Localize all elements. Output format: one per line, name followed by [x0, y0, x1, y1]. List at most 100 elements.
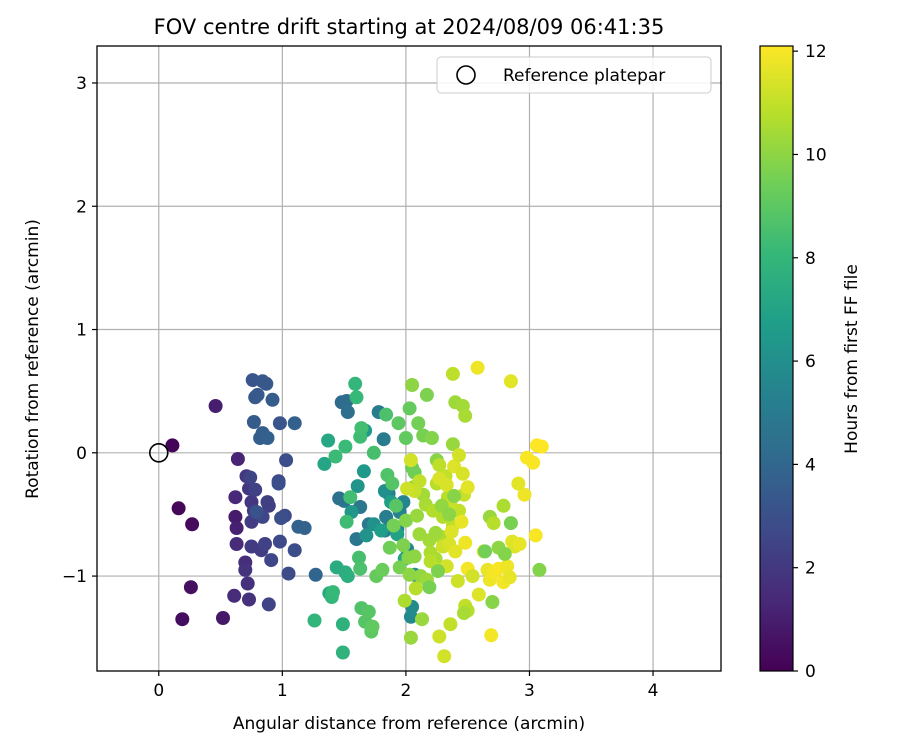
- data-point: [392, 560, 407, 575]
- data-point: [389, 498, 403, 513]
- data-points: [165, 360, 549, 664]
- data-point: [419, 387, 434, 402]
- data-point: [348, 376, 363, 391]
- x-axis-label: Angular distance from reference (arcmin): [233, 714, 585, 734]
- colorbar-tick-label: 0: [805, 662, 816, 682]
- data-point: [261, 498, 276, 513]
- x-tick-label: 1: [277, 681, 288, 701]
- data-point: [411, 416, 426, 431]
- data-point: [496, 498, 511, 513]
- data-point: [343, 490, 358, 505]
- data-point: [512, 537, 527, 551]
- data-point: [307, 613, 322, 628]
- data-point: [242, 592, 256, 607]
- data-point: [183, 580, 198, 595]
- data-point: [365, 619, 380, 634]
- data-point: [500, 559, 515, 574]
- data-point: [457, 606, 471, 621]
- data-point: [328, 449, 343, 464]
- data-point: [402, 567, 417, 582]
- data-point: [227, 588, 242, 603]
- data-point: [458, 535, 473, 550]
- data-point: [335, 645, 350, 660]
- plot-frame: [96, 45, 722, 672]
- plot-background: [97, 46, 721, 671]
- data-point: [338, 439, 353, 454]
- data-point: [400, 481, 415, 496]
- data-point: [534, 439, 549, 454]
- data-point: [246, 415, 261, 429]
- data-point: [375, 562, 390, 577]
- data-point: [532, 562, 547, 577]
- y-tick-label: 1: [76, 321, 87, 341]
- data-point: [486, 516, 501, 531]
- data-point: [450, 574, 465, 588]
- data-point: [308, 567, 323, 582]
- data-point: [502, 570, 517, 585]
- data-point: [228, 509, 243, 524]
- data-point: [452, 448, 466, 463]
- data-point: [478, 544, 492, 559]
- data-point: [340, 405, 355, 420]
- data-point: [249, 505, 264, 519]
- y-axis-label: Rotation from reference (arcmin): [23, 219, 43, 499]
- data-point: [228, 490, 243, 505]
- legend: Reference platepar: [436, 56, 712, 94]
- data-point: [382, 540, 397, 555]
- data-point: [243, 470, 258, 485]
- data-point: [317, 456, 332, 471]
- data-point: [376, 432, 391, 447]
- data-point: [455, 466, 470, 481]
- reference-platepar-marker: [148, 443, 169, 463]
- data-point: [397, 593, 412, 608]
- data-point: [248, 482, 263, 497]
- colorbar-tick-label: 10: [805, 145, 827, 165]
- data-point: [458, 408, 473, 423]
- data-point: [165, 438, 180, 453]
- data-point: [485, 595, 500, 609]
- data-point: [410, 508, 424, 523]
- legend-box: [436, 56, 712, 94]
- x-axis-ticks: 0 1 2 3 4: [153, 671, 658, 701]
- data-point: [265, 392, 280, 407]
- data-point: [281, 566, 296, 581]
- x-tick-label: 0: [153, 681, 164, 701]
- data-point: [171, 501, 186, 516]
- data-point: [238, 562, 253, 577]
- data-point: [460, 480, 475, 495]
- data-point: [447, 489, 462, 503]
- data-point: [287, 543, 302, 558]
- data-point: [448, 544, 463, 559]
- data-point: [511, 476, 526, 491]
- data-point: [445, 437, 460, 452]
- data-point: [261, 597, 276, 612]
- data-point: [379, 407, 394, 422]
- data-point: [326, 585, 340, 600]
- data-point: [497, 546, 512, 561]
- data-point: [454, 514, 469, 529]
- data-point: [526, 455, 541, 470]
- chart-title: FOV centre drift starting at 2024/08/09 …: [154, 15, 665, 39]
- colorbar-tick-label: 8: [805, 249, 816, 269]
- data-point: [428, 525, 443, 540]
- data-point: [405, 378, 420, 392]
- data-point: [437, 649, 452, 664]
- data-point: [470, 360, 485, 375]
- data-point: [340, 569, 355, 584]
- data-point: [443, 617, 458, 632]
- data-point: [354, 421, 369, 436]
- data-point: [352, 550, 366, 565]
- colorbar-tick-label: 4: [805, 455, 816, 475]
- data-point: [386, 518, 401, 533]
- colorbar-tick-label: 6: [805, 352, 816, 372]
- x-tick-label: 2: [400, 681, 411, 701]
- data-point: [431, 564, 445, 579]
- colorbar: [759, 45, 794, 672]
- y-axis-ticks: −1 0 1 2 3: [62, 74, 97, 587]
- y-tick-label: −1: [62, 567, 87, 587]
- data-point: [403, 453, 418, 468]
- data-point: [402, 401, 417, 416]
- data-point: [432, 629, 447, 644]
- data-point: [264, 553, 279, 568]
